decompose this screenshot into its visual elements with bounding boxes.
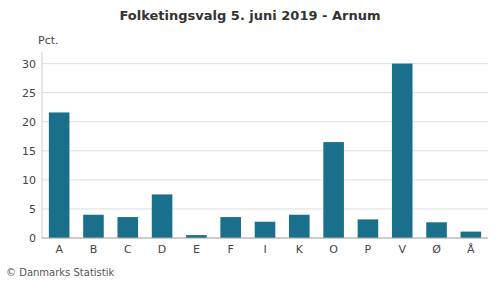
x-tick-label: A [55,243,63,256]
grid-line [42,92,488,93]
y-tick-label: 25 [22,87,36,100]
y-tick-label: 30 [22,58,36,71]
grid-line [42,63,488,64]
x-tick-label: O [329,243,338,256]
bar [323,142,344,238]
bar [117,217,138,238]
grid-line [42,150,488,151]
bar [461,232,482,238]
y-tick-label: 15 [22,145,36,158]
bar [426,222,447,238]
x-tick-label: I [263,243,266,256]
x-tick-label: K [296,243,304,256]
x-tick-label: C [124,243,132,256]
x-tick-label: D [158,243,166,256]
y-tick-label: 0 [29,232,36,245]
bar [289,215,310,238]
x-tick-label: B [90,243,98,256]
y-tick-label: 5 [29,203,36,216]
bars [49,64,481,238]
grid-line [42,208,488,209]
bar [83,215,104,238]
bar [49,112,70,238]
x-tick-label: Ø [432,243,441,256]
x-tick-label: V [398,243,406,256]
grid-line [42,238,488,239]
y-axis-line [42,52,43,238]
x-tick-label: E [193,243,200,256]
title: Folketingsvalg 5. juni 2019 - Arnum [120,8,381,23]
x-axis: ABCDEFIKOPVØÅ [42,238,488,256]
chart: Folketingsvalg 5. juni 2019 - Arnum 0 5 10 1… [0,0,500,282]
bar [392,64,413,238]
x-tick-label: F [228,243,234,256]
x-tick-label: Å [467,243,475,256]
y-axis: 0 5 10 15 20 25 30 [22,58,488,245]
x-tick-label: P [365,243,372,256]
grid-line [42,121,488,122]
bar [152,194,173,238]
y-tick-label: 20 [22,116,36,129]
chart-container: Folketingsvalg 5. juni 2019 - Arnum 0 5 10 1… [0,0,500,282]
bar [220,217,241,238]
bar [255,222,276,238]
x-axis-line [42,238,488,239]
y-tick-label: 10 [22,174,36,187]
bar [358,219,379,238]
footer: © Danmarks Statistik [6,267,115,278]
grid-line [42,179,488,180]
y-axis-label: Pct. [38,34,59,47]
